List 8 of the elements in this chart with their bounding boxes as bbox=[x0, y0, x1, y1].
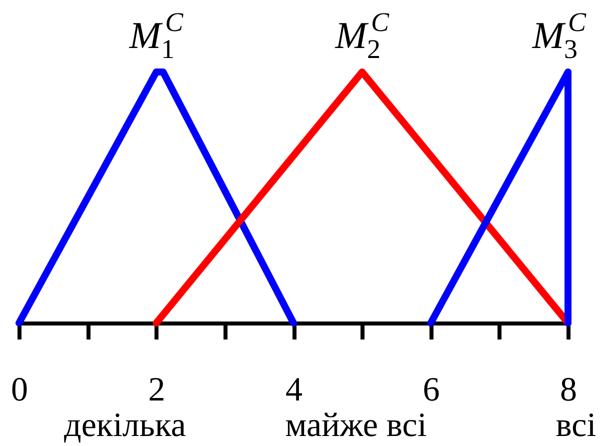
x-tick-label: 2 bbox=[148, 372, 166, 408]
text: майже всі bbox=[285, 407, 427, 444]
x-tick-label: 8 bbox=[560, 372, 577, 408]
text: всі bbox=[556, 407, 596, 444]
x-tick-label: 6 bbox=[422, 372, 440, 408]
x-tick-label: 0 bbox=[11, 372, 28, 408]
x-tick-label: 4 bbox=[286, 372, 302, 408]
text: декілька bbox=[64, 407, 186, 444]
